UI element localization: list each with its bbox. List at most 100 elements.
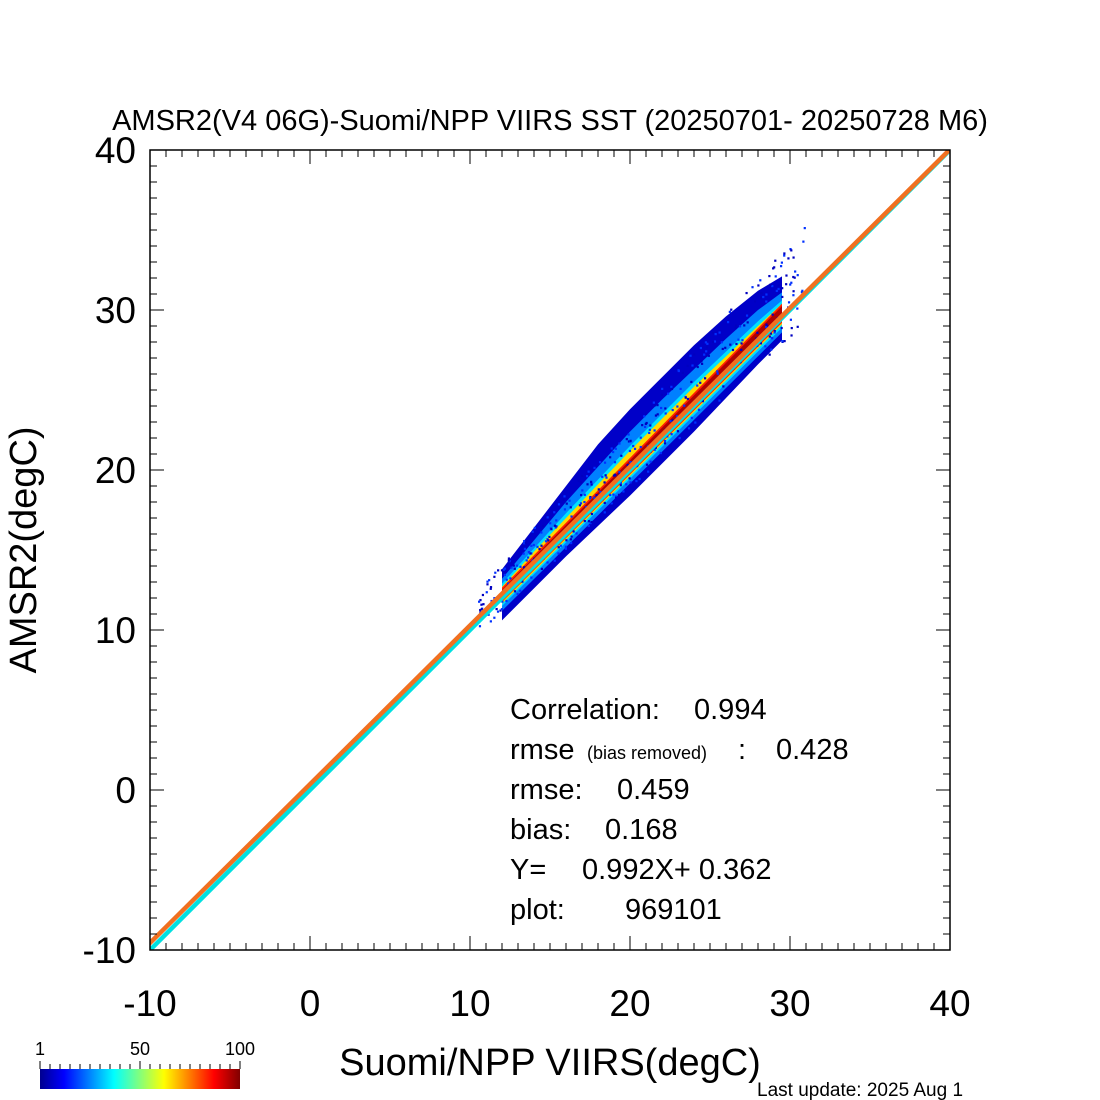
density-speck	[790, 249, 793, 252]
density-speck	[764, 326, 768, 329]
density-speck	[726, 316, 730, 319]
density-speck	[677, 369, 680, 373]
density-speck	[531, 530, 534, 533]
density-speck	[629, 439, 632, 442]
density-speck	[726, 320, 730, 324]
density-speck	[703, 353, 706, 356]
density-speck	[691, 364, 694, 367]
density-speck	[589, 496, 592, 500]
density-speck	[716, 372, 719, 375]
density-speck	[696, 384, 699, 387]
density-speck	[714, 332, 717, 336]
density-speck	[583, 519, 586, 523]
density-speck	[793, 276, 796, 279]
density-speck	[563, 508, 567, 511]
density-speck	[519, 565, 522, 568]
density-speck	[735, 342, 738, 346]
density-speck	[745, 291, 748, 295]
density-speck	[660, 393, 663, 397]
density-speck	[507, 582, 510, 585]
density-speck	[783, 252, 786, 255]
density-speck	[617, 493, 621, 496]
density-speck	[480, 603, 483, 606]
density-speck	[519, 589, 522, 592]
density-speck	[512, 555, 515, 558]
density-speck	[647, 470, 650, 473]
x-tick-label: 0	[300, 983, 321, 1024]
density-speck	[769, 283, 772, 286]
density-speck	[553, 559, 556, 562]
density-speck	[614, 496, 618, 499]
density-speck	[570, 515, 573, 518]
stat-rmse-label: rmse:	[510, 774, 583, 806]
density-speck	[765, 323, 768, 326]
density-speck	[618, 471, 621, 474]
density-speck	[533, 526, 536, 530]
density-speck	[501, 600, 504, 603]
density-speck	[614, 495, 618, 498]
density-speck	[632, 444, 635, 448]
density-speck	[780, 326, 783, 330]
density-speck	[711, 340, 715, 344]
density-speck	[554, 526, 557, 529]
density-speck	[718, 331, 721, 334]
stat-count: plot: 969101	[510, 894, 722, 926]
density-speck	[746, 321, 749, 324]
density-speck	[728, 310, 731, 313]
y-tick-label: 40	[95, 130, 136, 171]
density-speck	[493, 575, 496, 578]
density-speck	[597, 488, 600, 491]
density-speck	[546, 516, 549, 519]
density-speck	[494, 571, 497, 574]
density-speck	[700, 360, 703, 363]
density-speck	[653, 404, 657, 407]
density-speck	[499, 609, 502, 612]
density-speck	[638, 477, 641, 481]
density-speck	[614, 447, 617, 450]
density-speck	[704, 377, 707, 380]
density-speck	[628, 477, 631, 480]
density-speck	[524, 541, 528, 545]
density-speck	[648, 428, 651, 431]
density-speck	[711, 331, 715, 335]
density-speck	[645, 463, 649, 466]
density-speck	[686, 397, 690, 401]
density-speck	[507, 557, 511, 560]
density-speck	[581, 474, 584, 478]
stat-count-label: plot:	[510, 894, 565, 926]
density-speck	[513, 590, 517, 593]
stat-correlation-value: 0.994	[694, 694, 767, 726]
density-speck	[530, 576, 533, 579]
density-speck	[633, 447, 637, 450]
colorbar-label-mid: 50	[130, 1039, 150, 1059]
density-speck	[523, 539, 526, 543]
density-speck	[676, 405, 679, 408]
density-speck	[796, 274, 799, 277]
stats-box: Correlation: 0.994 rmse (bias removed) :…	[510, 694, 849, 926]
density-speck	[649, 424, 652, 427]
density-speck	[768, 353, 771, 356]
colorbar-gradient	[40, 1069, 240, 1089]
density-speck	[593, 496, 596, 499]
density-speck	[512, 564, 515, 567]
density-speck	[751, 286, 754, 289]
density-speck	[583, 500, 586, 504]
density-speck	[495, 607, 498, 611]
density-speck	[766, 325, 769, 328]
density-speck	[509, 577, 512, 580]
density-speck	[693, 353, 696, 356]
density-speck	[625, 438, 628, 441]
density-speck	[753, 300, 757, 303]
density-speck	[639, 445, 642, 449]
density-speck	[557, 552, 560, 555]
density-speck	[478, 625, 482, 628]
x-axis-label: Suomi/NPP VIIRS(degC)	[339, 1042, 761, 1084]
density-speck	[768, 335, 771, 338]
density-speck	[652, 460, 655, 463]
x-tick-label: 40	[929, 983, 970, 1024]
density-speck	[505, 578, 508, 581]
density-speck	[590, 512, 593, 516]
density-speck	[656, 403, 659, 407]
density-speck	[762, 295, 765, 299]
density-speck	[774, 259, 777, 262]
